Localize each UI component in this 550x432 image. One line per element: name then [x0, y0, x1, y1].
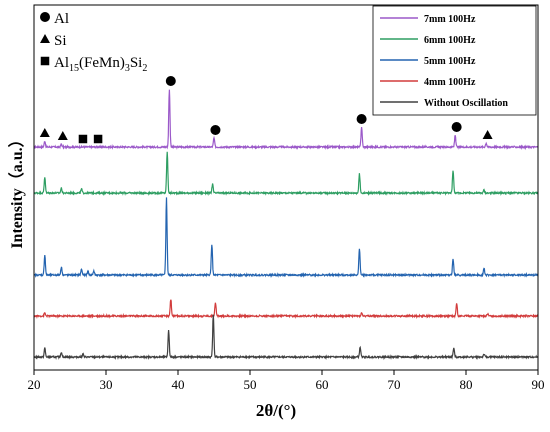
square-peak-marker-3: [93, 134, 103, 144]
x-tick-label: 20: [28, 377, 41, 392]
legend-label: Without Oscillation: [424, 98, 508, 109]
circle-peak-marker-7: [451, 122, 462, 132]
y-axis-title: Intensity（a.u.）: [8, 131, 26, 248]
phase-legend-label: Si: [54, 33, 67, 49]
series-line-1: [33, 151, 539, 197]
legend-label: 6mm 100Hz: [424, 35, 476, 46]
triangle-peak-marker-1: [57, 131, 68, 140]
x-axis-ticks: 20 30 40 50 60 70 80 90: [28, 370, 545, 392]
series-line-0: [33, 89, 539, 151]
circle-peak-marker-5: [210, 125, 221, 135]
square-legend-symbol: [40, 56, 50, 66]
square-peak-marker-2: [78, 134, 88, 144]
x-tick-label: 50: [244, 377, 257, 392]
phase-legend-label: Al: [54, 11, 69, 27]
x-tick-label: 40: [172, 377, 185, 392]
circle-peak-marker-4: [165, 76, 176, 86]
plot-frame: [33, 4, 539, 371]
legend-label: 5mm 100Hz: [424, 56, 476, 67]
x-tick-label: 70: [388, 377, 401, 392]
series-line-2: [33, 197, 539, 279]
circle-peak-marker-6: [356, 114, 367, 124]
triangle-peak-marker-0: [39, 128, 50, 137]
x-tick-label: 30: [100, 377, 113, 392]
triangle-peak-marker-8: [482, 130, 493, 139]
x-tick-label: 80: [460, 377, 473, 392]
phase-legend: Al Si Al15(FeMn)3Si2: [40, 11, 147, 74]
x-tick-label: 60: [316, 377, 329, 392]
x-tick-label: 90: [532, 377, 545, 392]
peak-markers: [39, 76, 493, 144]
legend-label: 7mm 100Hz: [424, 14, 476, 25]
triangle-legend-symbol: [40, 34, 50, 43]
circle-legend-symbol: [40, 12, 50, 22]
legend-label: 4mm 100Hz: [424, 77, 476, 88]
series-legend: 7mm 100Hz 6mm 100Hz 5mm 100Hz 4mm 100Hz With…: [372, 5, 537, 116]
series-layer: [33, 89, 539, 361]
x-axis-title: 2θ/(°): [256, 401, 296, 420]
series-line-4: [33, 314, 539, 361]
phase-legend-label: Al15(FeMn)3Si2: [54, 55, 147, 74]
series-line-3: [33, 299, 539, 320]
